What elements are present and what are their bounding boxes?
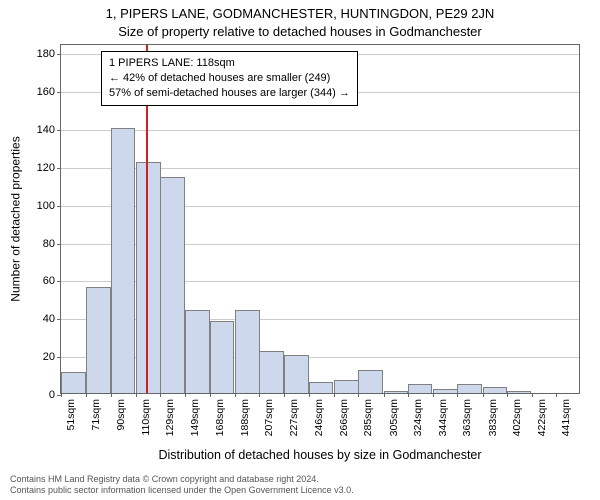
x-tick-label: 227sqm: [288, 399, 300, 436]
y-tick-mark: [57, 281, 61, 282]
histogram-bar: [309, 382, 334, 393]
y-tick-label: 140: [25, 124, 61, 136]
chart-title-line2: Size of property relative to detached ho…: [0, 24, 600, 39]
y-tick-label: 180: [25, 48, 61, 60]
y-tick-label: 20: [25, 351, 61, 363]
footer-attribution: Contains HM Land Registry data © Crown c…: [10, 474, 354, 496]
x-tick-label: 51sqm: [65, 399, 77, 431]
x-tick-mark: [556, 393, 557, 397]
histogram-bar: [334, 380, 359, 393]
x-tick-label: 110sqm: [140, 399, 152, 436]
footer-line2: Contains public sector information licen…: [10, 485, 354, 496]
y-tick-label: 0: [25, 389, 61, 401]
x-tick-label: 207sqm: [263, 399, 275, 436]
x-tick-mark: [433, 393, 434, 397]
x-tick-label: 441sqm: [560, 399, 572, 436]
y-tick-mark: [57, 244, 61, 245]
x-tick-label: 285sqm: [362, 399, 374, 436]
x-tick-mark: [483, 393, 484, 397]
histogram-bar: [86, 287, 111, 393]
y-tick-label: 120: [25, 162, 61, 174]
histogram-bar: [483, 387, 508, 393]
x-axis-label: Distribution of detached houses by size …: [60, 448, 580, 462]
histogram-bar: [457, 384, 482, 393]
x-tick-mark: [408, 393, 409, 397]
y-tick-mark: [57, 319, 61, 320]
x-tick-mark: [532, 393, 533, 397]
x-tick-mark: [284, 393, 285, 397]
x-tick-mark: [210, 393, 211, 397]
annotation-box: 1 PIPERS LANE: 118sqm ← 42% of detached …: [101, 51, 358, 106]
x-tick-mark: [507, 393, 508, 397]
gridline: [61, 130, 579, 131]
x-tick-mark: [86, 393, 87, 397]
histogram-bar: [210, 321, 235, 393]
histogram-bar: [235, 310, 260, 393]
chart-title-line1: 1, PIPERS LANE, GODMANCHESTER, HUNTINGDO…: [0, 6, 600, 21]
x-tick-label: 71sqm: [90, 399, 102, 431]
x-tick-label: 246sqm: [313, 399, 325, 436]
x-tick-mark: [457, 393, 458, 397]
histogram-bar: [160, 177, 185, 393]
x-tick-label: 363sqm: [461, 399, 473, 436]
x-tick-label: 266sqm: [338, 399, 350, 436]
y-tick-label: 100: [25, 200, 61, 212]
x-tick-mark: [61, 393, 62, 397]
x-tick-mark: [235, 393, 236, 397]
histogram-bar: [433, 389, 458, 393]
histogram-bar: [136, 162, 161, 393]
x-tick-label: 422sqm: [536, 399, 548, 436]
x-tick-mark: [384, 393, 385, 397]
x-tick-mark: [185, 393, 186, 397]
y-tick-mark: [57, 357, 61, 358]
histogram-bar: [185, 310, 210, 393]
x-tick-mark: [309, 393, 310, 397]
histogram-bar: [408, 384, 433, 393]
x-tick-label: 188sqm: [239, 399, 251, 436]
x-tick-mark: [358, 393, 359, 397]
x-tick-label: 129sqm: [164, 399, 176, 436]
histogram-bar: [507, 391, 532, 393]
y-tick-label: 80: [25, 238, 61, 250]
annotation-line1: 1 PIPERS LANE: 118sqm: [109, 56, 350, 71]
x-tick-mark: [334, 393, 335, 397]
x-tick-mark: [111, 393, 112, 397]
plot-area: 02040608010012014016018051sqm71sqm90sqm1…: [60, 44, 580, 394]
histogram-bar: [284, 355, 309, 393]
y-tick-mark: [57, 206, 61, 207]
x-tick-label: 344sqm: [437, 399, 449, 436]
annotation-line3: 57% of semi-detached houses are larger (…: [109, 86, 350, 101]
y-tick-mark: [57, 168, 61, 169]
annotation-line2: ← 42% of detached houses are smaller (24…: [109, 71, 350, 86]
x-tick-label: 383sqm: [487, 399, 499, 436]
y-axis-label-wrap: Number of detached properties: [8, 44, 24, 394]
y-axis-label: Number of detached properties: [9, 136, 23, 301]
histogram-bar: [259, 351, 284, 393]
x-tick-label: 305sqm: [388, 399, 400, 436]
y-tick-mark: [57, 92, 61, 93]
y-tick-label: 160: [25, 86, 61, 98]
histogram-bar: [61, 372, 86, 393]
histogram-bar: [384, 391, 409, 393]
x-tick-label: 324sqm: [412, 399, 424, 436]
histogram-bar: [111, 128, 136, 393]
y-tick-mark: [57, 54, 61, 55]
x-tick-label: 168sqm: [214, 399, 226, 436]
y-tick-mark: [57, 130, 61, 131]
y-tick-label: 60: [25, 275, 61, 287]
x-tick-label: 90sqm: [115, 399, 127, 431]
x-tick-mark: [136, 393, 137, 397]
histogram-bar: [358, 370, 383, 393]
x-tick-mark: [259, 393, 260, 397]
footer-line1: Contains HM Land Registry data © Crown c…: [10, 474, 354, 485]
x-tick-label: 149sqm: [189, 399, 201, 436]
x-tick-label: 402sqm: [511, 399, 523, 436]
y-tick-label: 40: [25, 313, 61, 325]
x-tick-mark: [160, 393, 161, 397]
